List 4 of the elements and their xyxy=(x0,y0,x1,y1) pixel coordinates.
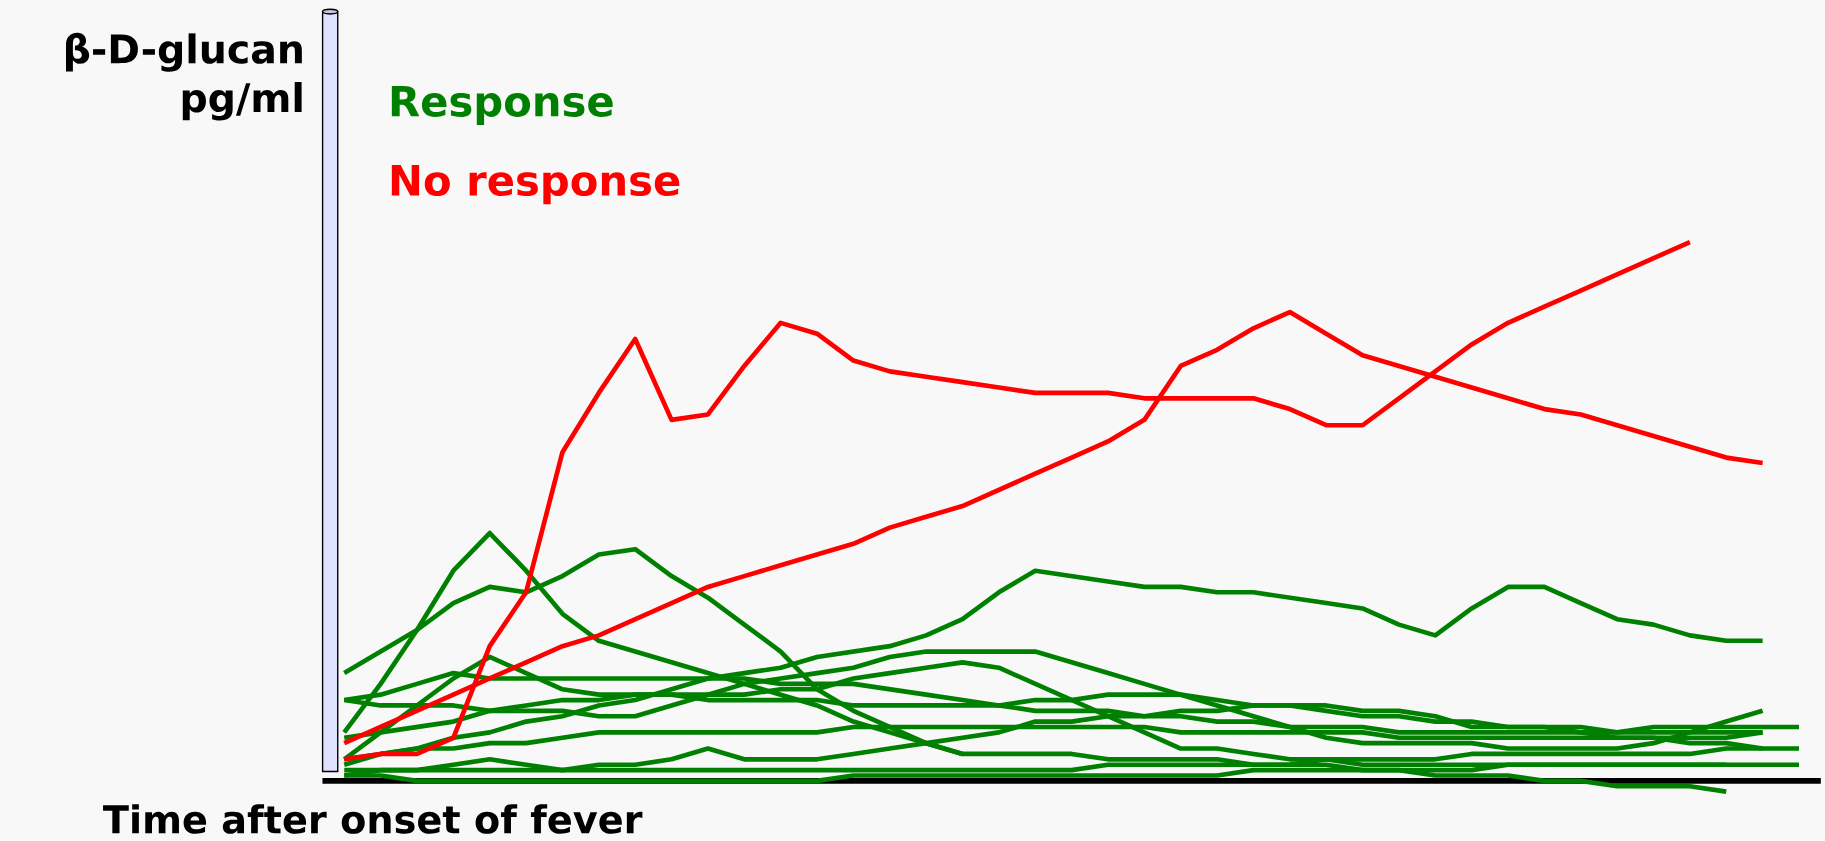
text: No response xyxy=(391,164,680,204)
text: Response xyxy=(391,85,613,125)
y-axis-title: β-D-glucan pg/ml xyxy=(66,32,302,121)
x-axis-title: Time after onset of fever xyxy=(103,803,643,834)
